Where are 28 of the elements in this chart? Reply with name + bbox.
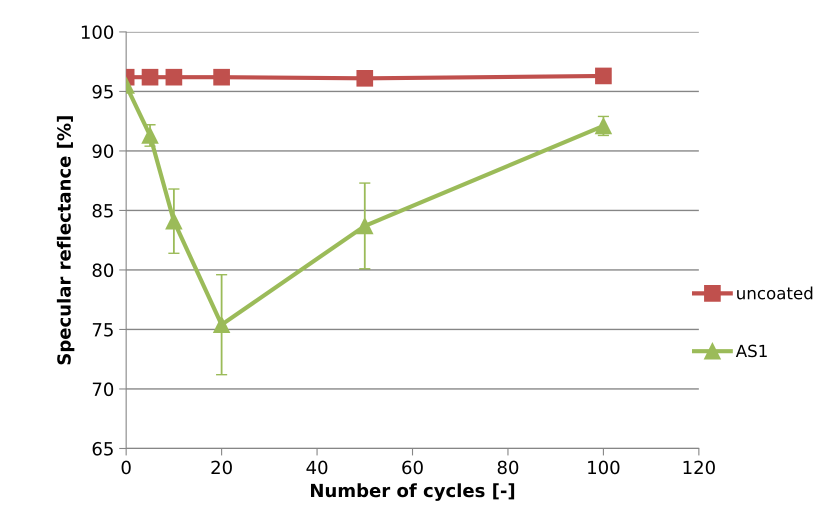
x-tick-label: 40 (306, 460, 328, 474)
point (356, 218, 374, 234)
point (213, 68, 230, 86)
point (166, 212, 182, 230)
legend-label: uncoated (737, 286, 812, 300)
y-axis-title: Specular reflectance [%] (56, 116, 74, 364)
y-tick-label: 95 (92, 84, 113, 99)
point (166, 68, 182, 86)
x-tick-label: 0 (122, 460, 131, 474)
y-tick-label: 85 (92, 204, 113, 218)
point (356, 70, 374, 87)
x-tick-label: 100 (588, 460, 620, 474)
y-tick-label: 70 (92, 382, 114, 396)
point (595, 68, 612, 84)
x-tick-label: 80 (498, 460, 518, 474)
x-axis-title: Number of cycles [-] (311, 483, 514, 501)
y-tick-label: 75 (92, 323, 113, 337)
x-tick-label: 120 (684, 460, 715, 474)
point (142, 127, 158, 144)
x-tick-label: 20 (211, 460, 232, 474)
point (142, 68, 158, 86)
y-tick-label: 90 (92, 144, 114, 158)
point (213, 316, 230, 334)
y-tick-label: 100 (82, 25, 114, 40)
x-tick-label: 60 (402, 460, 423, 474)
legend-label: AS1 (736, 344, 767, 358)
y-tick-label: 80 (92, 263, 114, 278)
y-tick-label: 65 (92, 442, 113, 456)
